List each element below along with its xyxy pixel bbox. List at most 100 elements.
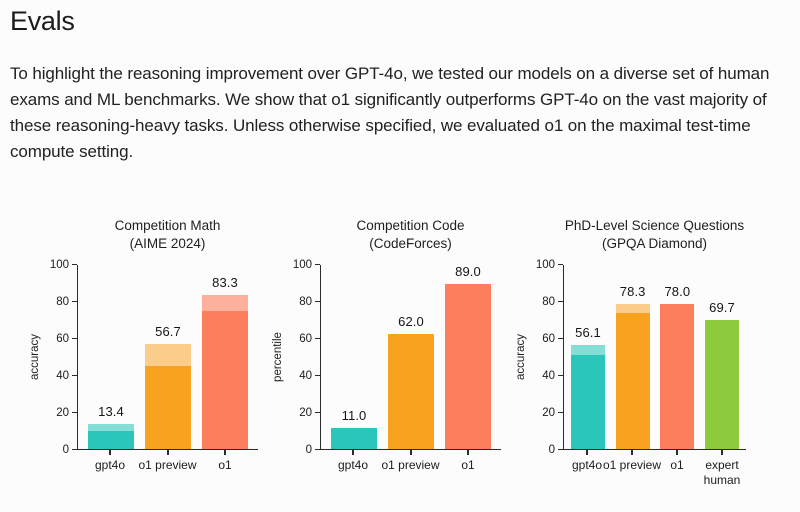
x-tick-mark	[109, 449, 111, 455]
bar-segment-solid	[615, 313, 650, 449]
bar-segment-light	[202, 294, 248, 311]
y-tick-label: 0	[305, 443, 312, 456]
y-tick-mark	[558, 337, 563, 340]
y-tick-mark	[72, 411, 77, 414]
x-tick-mark	[676, 449, 678, 455]
y-tick-mark	[72, 337, 77, 340]
y-tick: 100	[536, 259, 563, 271]
bar-segment-solid	[88, 431, 134, 449]
bar-segment-solid	[445, 283, 491, 449]
y-tick: 80	[299, 296, 320, 308]
y-tick-label: 100	[292, 258, 312, 271]
y-tick-label: 0	[62, 443, 69, 456]
chart-subtitle: (GPQA Diamond)	[601, 235, 708, 251]
x-tick-mark	[631, 449, 633, 455]
bar	[202, 294, 248, 449]
bar	[660, 304, 695, 449]
y-tick-mark	[72, 300, 77, 303]
y-tick-label: 40	[56, 369, 69, 382]
y-tick-mark	[558, 411, 563, 414]
bar	[88, 423, 134, 449]
bar-column: 83.3	[202, 265, 248, 449]
y-axis-label: accuracy	[29, 334, 41, 381]
y-tick-label: 60	[56, 332, 69, 345]
chart-plot-area: accuracy 0 20 40 60 80 100 13.4 56.7 83.3	[29, 259, 258, 456]
x-tick-mark	[352, 449, 354, 455]
y-tick-mark	[315, 448, 320, 451]
x-tick: expert human	[704, 449, 740, 494]
x-axis: gpt4o o1 preview o1	[320, 449, 501, 494]
bar-column: 62.0	[388, 265, 434, 449]
x-tick: o1 preview	[138, 449, 197, 494]
x-tick-label: gpt4o	[571, 457, 603, 472]
bar-value-label: 13.4	[98, 403, 124, 419]
bar-column: 89.0	[445, 264, 491, 449]
bar-segment-solid	[704, 319, 739, 449]
bar-column: 78.0	[660, 265, 695, 449]
x-tick: o1 preview	[381, 449, 440, 494]
y-tick-label: 80	[542, 295, 555, 308]
chart: Competition Math (AIME 2024) accuracy 0 20 40…	[29, 217, 258, 494]
chart-subtitle: (AIME 2024)	[129, 235, 206, 251]
x-tick: o1 preview	[603, 449, 661, 494]
y-axis-label: accuracy	[515, 334, 527, 381]
y-tick: 0	[306, 444, 320, 456]
bar-segment-light	[145, 343, 191, 367]
chart-subtitle: (CodeForces)	[369, 235, 452, 251]
bar-segment-solid	[145, 366, 191, 449]
x-tick: o1	[202, 449, 248, 494]
x-tick: gpt4o	[87, 449, 133, 494]
x-tick-label: o1 preview	[138, 457, 197, 472]
y-tick-label: 40	[542, 369, 555, 382]
y-tick: 80	[56, 296, 77, 308]
y-tick-label: 60	[542, 332, 555, 345]
page: Evals To highlight the reasoning improve…	[10, 6, 770, 494]
y-tick-mark	[315, 300, 320, 303]
y-tick-mark	[558, 300, 563, 303]
y-tick-mark	[558, 374, 563, 377]
bar-column: 56.1	[571, 265, 605, 449]
y-tick: 20	[299, 407, 320, 419]
bar	[388, 333, 434, 449]
y-axis: 0 20 40 60 80 100	[290, 259, 320, 456]
bar-segment-light	[571, 344, 605, 356]
y-tick-label: 100	[535, 258, 555, 271]
chart-title-line: Competition Code	[356, 218, 465, 233]
y-tick-label: 100	[49, 258, 69, 271]
page-title: Evals	[10, 6, 75, 36]
x-tick: o1	[445, 449, 491, 494]
y-tick: 100	[293, 259, 320, 271]
x-tick-mark	[467, 449, 469, 455]
x-tick-mark	[166, 449, 169, 455]
chart: PhD-Level Science Questions (GPQA Diamond…	[515, 217, 746, 494]
bar	[445, 283, 491, 449]
y-tick-mark	[72, 263, 77, 266]
bar-segment-solid	[202, 311, 248, 449]
x-tick-mark	[721, 449, 723, 455]
x-tick-label: expert human	[703, 457, 741, 488]
bar	[331, 428, 377, 449]
intro-paragraph: To highlight the reasoning improvement o…	[10, 64, 770, 161]
bar-column: 11.0	[331, 265, 377, 449]
chart-title: Competition Code (CodeForces)	[320, 217, 501, 253]
y-tick-label: 20	[542, 406, 555, 419]
y-tick: 40	[542, 370, 563, 382]
y-axis: 0 20 40 60 80 100	[533, 259, 563, 456]
y-tick-mark	[558, 263, 563, 266]
y-tick-label: 20	[56, 406, 69, 419]
bar-column: 13.4	[88, 265, 134, 449]
bar-segment-solid	[571, 355, 605, 449]
plot: 11.0 62.0 89.0	[320, 264, 501, 450]
chart-plot-area: accuracy 0 20 40 60 80 100 56.1 78.3 78.0 69.7	[515, 259, 746, 456]
y-tick: 0	[549, 444, 563, 456]
y-tick: 20	[56, 407, 77, 419]
y-tick-mark	[72, 448, 77, 451]
y-tick-label: 60	[299, 332, 312, 345]
y-tick: 60	[542, 333, 563, 345]
bar-value-label: 56.7	[155, 323, 181, 339]
bar-column: 78.3	[615, 265, 650, 449]
y-tick: 40	[299, 370, 320, 382]
bar-value-label: 78.0	[664, 284, 691, 300]
x-tick-mark	[586, 449, 588, 455]
y-tick-mark	[558, 448, 563, 451]
